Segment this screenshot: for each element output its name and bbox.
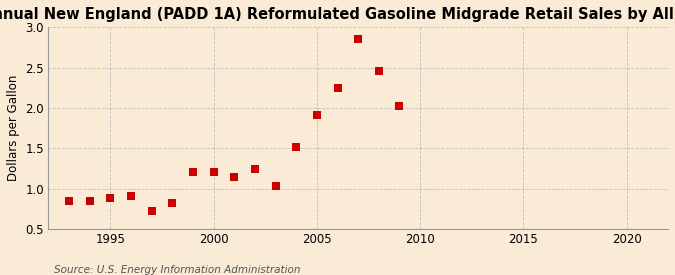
Point	[208, 170, 219, 175]
Point	[373, 69, 384, 73]
Point	[126, 194, 136, 199]
Point	[84, 199, 95, 203]
Point	[270, 184, 281, 188]
Text: Source: U.S. Energy Information Administration: Source: U.S. Energy Information Administ…	[54, 265, 300, 275]
Point	[146, 209, 157, 213]
Point	[250, 167, 261, 171]
Point	[188, 170, 198, 175]
Point	[229, 175, 240, 180]
Point	[332, 86, 343, 90]
Point	[311, 113, 322, 117]
Y-axis label: Dollars per Gallon: Dollars per Gallon	[7, 75, 20, 181]
Point	[353, 36, 364, 41]
Point	[105, 196, 115, 200]
Point	[167, 200, 178, 205]
Point	[291, 144, 302, 149]
Title: Annual New England (PADD 1A) Reformulated Gasoline Midgrade Retail Sales by All : Annual New England (PADD 1A) Reformulate…	[0, 7, 675, 22]
Point	[63, 199, 74, 203]
Point	[394, 103, 405, 108]
